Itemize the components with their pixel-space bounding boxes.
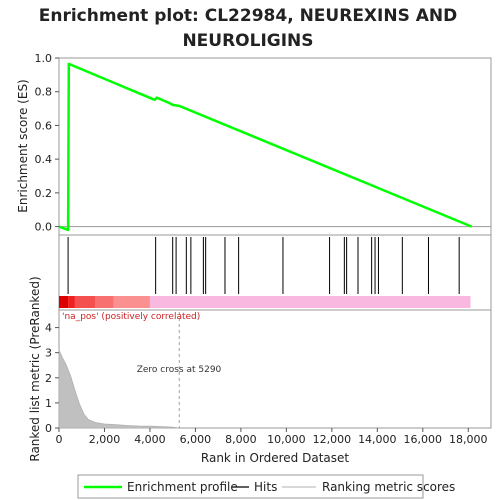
metric-y-tick-label: 3 xyxy=(45,347,52,360)
zero-cross-label: Zero cross at 5290 xyxy=(137,365,222,375)
x-axis-ticks: 0 2,000 4,000 6,000 8,000 10,000 12,000 14,000 1… xyxy=(56,428,488,446)
x-tick-label: 0 xyxy=(56,433,63,446)
rank-bar-segment xyxy=(149,296,471,308)
es-y-tick-label: 1.0 xyxy=(35,52,53,65)
metric-y-axis-label: Ranked list metric (PreRanked) xyxy=(28,276,42,461)
metric-y-tick-label: 0 xyxy=(45,422,52,435)
x-tick-label: 16,000 xyxy=(404,433,443,446)
metric-panel-frame xyxy=(58,309,492,429)
x-tick-label: 4,000 xyxy=(134,433,166,446)
es-y-tick-label: 0.2 xyxy=(35,187,53,200)
metric-y-tick-label: 2 xyxy=(45,372,52,385)
legend-label-hits: Hits xyxy=(254,480,277,494)
es-y-tick-label: 0.8 xyxy=(35,86,53,99)
legend-label-enrichment-profile: Enrichment profile xyxy=(127,480,238,494)
rank-bar-segment xyxy=(113,296,150,308)
chart-title-line-1: Enrichment plot: CL22984, NEUREXINS AND xyxy=(39,6,458,26)
rank-bar-segment xyxy=(95,296,114,308)
ranking-metric-area xyxy=(58,350,180,429)
positive-correlation-label: 'na_pos' (positively correlated) xyxy=(62,312,200,322)
rank-color-bar xyxy=(59,296,471,308)
x-tick-label: 6,000 xyxy=(180,433,212,446)
es-y-tick-label: 0.4 xyxy=(35,153,53,166)
rank-bar-segment xyxy=(74,296,96,308)
x-tick-label: 14,000 xyxy=(358,433,397,446)
chart-title-line-2: NEUROLIGINS xyxy=(182,31,313,51)
metric-area-group xyxy=(58,312,180,429)
es-curve-group xyxy=(58,62,473,232)
hit-lines-group xyxy=(67,237,460,294)
rank-bar-segment xyxy=(68,296,75,308)
es-y-axis-label: Enrichment score (ES) xyxy=(16,79,30,212)
legend-label-ranking-metric: Ranking metric scores xyxy=(322,480,455,494)
metric-y-tick-label: 4 xyxy=(45,322,52,335)
es-y-tick-label: 0.0 xyxy=(35,221,53,234)
x-tick-label: 18,000 xyxy=(449,433,488,446)
x-axis-label: Rank in Ordered Dataset xyxy=(201,451,349,465)
x-tick-label: 10,000 xyxy=(267,433,306,446)
es-series-line xyxy=(58,62,473,232)
legend-box xyxy=(77,474,424,499)
metric-y-tick-label: 1 xyxy=(45,397,52,410)
metric-y-ticks: 0 1 2 3 4 xyxy=(45,322,59,435)
es-y-tick-label: 0.6 xyxy=(35,119,53,132)
rank-bar-segment xyxy=(59,296,69,308)
es-y-ticks: 0.0 0.2 0.4 0.6 0.8 1.0 xyxy=(35,52,59,234)
x-tick-label: 12,000 xyxy=(313,433,352,446)
x-tick-label: 2,000 xyxy=(89,433,121,446)
x-tick-label: 8,000 xyxy=(225,433,257,446)
